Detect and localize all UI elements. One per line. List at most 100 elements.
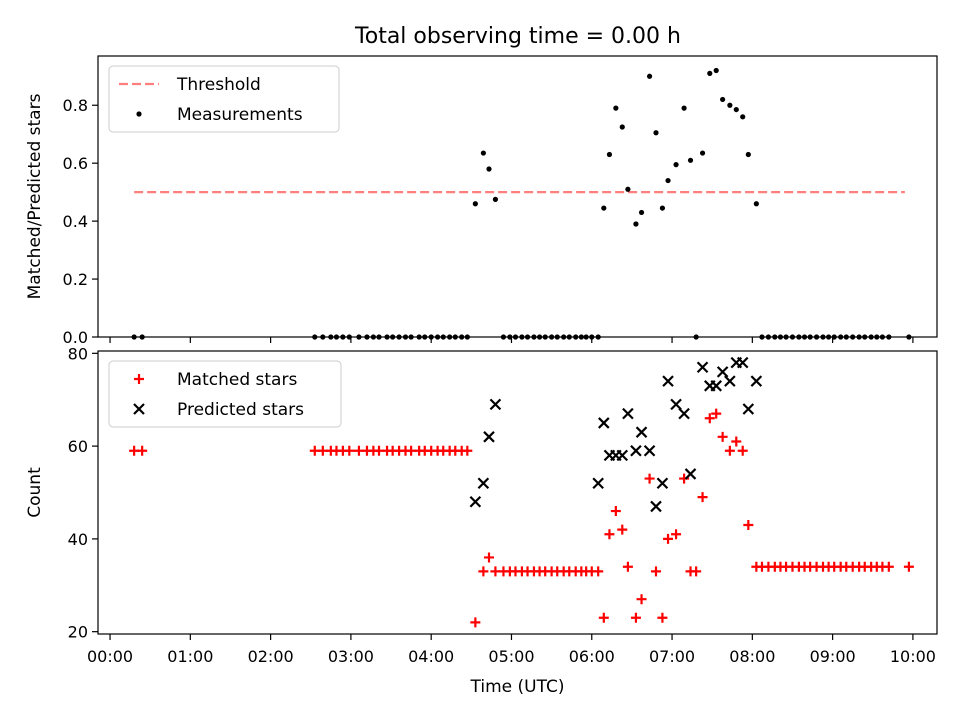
x-tick-label: 04:00 <box>408 647 454 666</box>
y-tick-label-1: 60 <box>68 437 88 456</box>
data-point <box>344 445 355 456</box>
figure-title: Total observing time = 0.00 h <box>354 24 681 49</box>
data-point <box>617 524 628 535</box>
data-point <box>435 334 441 340</box>
data-point <box>595 334 601 340</box>
data-point <box>578 334 584 340</box>
legend-label: Matched stars <box>177 370 297 390</box>
data-point <box>622 561 633 572</box>
data-point <box>500 334 507 340</box>
legend-handle <box>136 111 142 117</box>
data-point <box>801 334 808 340</box>
y-tick-label-0: 0.0 <box>63 328 88 347</box>
y-axis-label-0: Matched/Predicted stars <box>25 93 45 299</box>
data-point <box>370 334 376 340</box>
data-point <box>783 334 789 340</box>
data-point <box>630 444 642 457</box>
data-point <box>483 552 494 563</box>
series-measurements <box>131 67 912 340</box>
data-point <box>856 334 862 340</box>
y-tick-label-1: 80 <box>68 344 88 363</box>
data-point <box>753 201 759 207</box>
data-point <box>566 334 572 340</box>
data-point <box>653 130 659 136</box>
data-point <box>843 334 849 340</box>
data-point <box>483 431 495 443</box>
data-point <box>862 334 868 340</box>
data-point <box>478 566 489 577</box>
series-matched-stars <box>129 408 914 628</box>
data-point <box>678 407 690 420</box>
data-point <box>469 496 482 508</box>
x-tick-label: 00:00 <box>87 647 133 666</box>
data-point <box>777 334 784 340</box>
data-point <box>693 334 699 340</box>
data-point <box>312 334 318 340</box>
data-point <box>750 375 763 387</box>
data-point <box>536 334 543 340</box>
data-point <box>638 209 645 216</box>
data-point <box>396 334 402 340</box>
data-point <box>662 375 674 387</box>
data-point <box>320 334 326 340</box>
data-point <box>464 334 470 340</box>
data-point <box>480 150 486 156</box>
data-point <box>736 356 749 369</box>
data-point <box>716 366 729 378</box>
data-point <box>646 73 653 79</box>
data-point <box>131 334 137 340</box>
data-point <box>659 205 666 211</box>
legend-1: Matched stars Predicted stars <box>108 360 342 428</box>
data-point <box>684 468 697 480</box>
data-point <box>622 407 634 420</box>
plot-area-0 <box>131 67 912 340</box>
data-point <box>711 408 722 419</box>
data-point <box>333 334 340 340</box>
y-axis-label-1: Count <box>25 467 45 518</box>
data-point <box>807 334 813 340</box>
x-axis-label: Time (UTC) <box>470 677 565 697</box>
data-point <box>813 334 820 340</box>
legend-box <box>108 65 340 133</box>
data-point <box>408 334 414 340</box>
data-point <box>717 431 728 442</box>
data-point <box>644 473 655 484</box>
data-point <box>459 334 465 340</box>
data-point <box>720 96 726 103</box>
data-point <box>831 334 837 340</box>
data-point <box>428 334 434 340</box>
data-point <box>489 398 502 411</box>
data-point <box>727 102 733 108</box>
data-point <box>681 105 687 111</box>
data-point <box>699 150 706 156</box>
data-point <box>583 334 589 340</box>
data-point <box>657 612 668 623</box>
data-point <box>745 151 751 158</box>
legend-handle <box>134 374 144 384</box>
data-point <box>679 473 690 484</box>
x-tick-label: 03:00 <box>328 647 374 666</box>
axes-frame-1 <box>97 350 938 635</box>
data-point <box>593 566 604 577</box>
data-point <box>512 334 519 340</box>
data-point <box>402 334 409 340</box>
data-point <box>616 449 629 462</box>
data-point <box>416 334 422 340</box>
data-point <box>606 151 613 158</box>
data-point <box>486 166 492 172</box>
data-point <box>384 334 390 340</box>
data-point <box>671 529 682 540</box>
data-point <box>346 334 352 340</box>
plot-area-1 <box>129 356 914 628</box>
data-point <box>759 334 765 340</box>
data-point <box>789 334 796 340</box>
data-point <box>452 334 458 340</box>
data-point <box>328 334 334 340</box>
data-point <box>710 380 722 392</box>
bottom-panel: 20 40 60 80 00:00 01:00 02:00 03:00 04:00 05:00 06… <box>25 344 938 697</box>
data-point <box>598 417 610 429</box>
data-point <box>601 205 607 211</box>
data-point <box>519 334 525 340</box>
data-point <box>742 403 755 415</box>
data-point <box>743 519 754 530</box>
